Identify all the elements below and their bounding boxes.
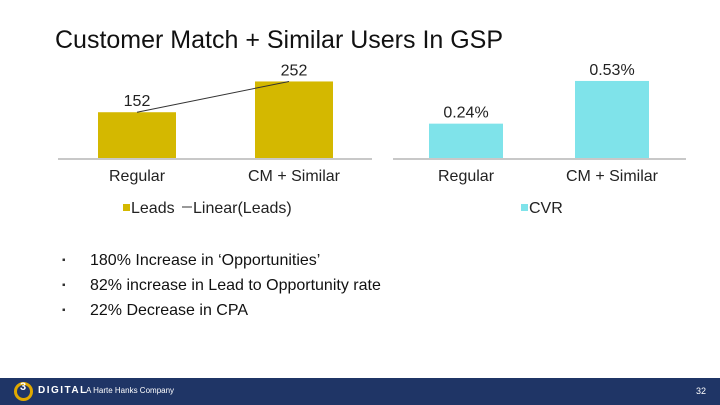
- logo-ring-icon: [14, 382, 33, 401]
- footer-bar: 3 DIGITAL A Harte Hanks Company 32: [0, 378, 720, 405]
- cvr-data-label: 0.53%: [589, 62, 634, 79]
- leads-legend-swatch: [123, 204, 130, 211]
- bullet-item: ▪ 82% increase in Lead to Opportunity rat…: [62, 273, 381, 298]
- bullet-item: ▪ 22% Decrease in CPA: [62, 298, 381, 323]
- leads-trend-line: [136, 80, 290, 113]
- cvr-legend-swatch: [521, 204, 528, 211]
- cvr-legend-label: CVR: [529, 200, 563, 217]
- cvr-bar: [429, 123, 503, 159]
- leads-bar: [98, 112, 176, 159]
- leads-bar: [255, 81, 333, 159]
- leads-chart: 152 Regular 252 CM + Similar Leads Linear(Lea…: [58, 62, 372, 217]
- bullet-glyph: ▪: [62, 280, 66, 291]
- page-number: 32: [695, 386, 706, 396]
- bullet-list: ▪ 180% Increase in ‘Opportunities’ ▪ 82% i…: [62, 248, 381, 323]
- bullet-text: 82% increase in Lead to Opportunity rate: [90, 277, 381, 294]
- charts-area: 152 Regular 252 CM + Similar Leads Linear(Lea…: [58, 62, 686, 217]
- leads-data-label: 252: [281, 62, 308, 79]
- leads-category-label: CM + Similar: [248, 168, 341, 185]
- cvr-data-label: 0.24%: [443, 105, 488, 122]
- bullet-text: 22% Decrease in CPA: [90, 302, 248, 319]
- bullet-glyph: ▪: [62, 255, 66, 266]
- cvr-bar: [575, 80, 649, 159]
- leads-category-label: Regular: [109, 168, 166, 185]
- brand-tagline: A Harte Hanks Company: [86, 386, 175, 395]
- bullet-glyph: ▪: [62, 305, 66, 316]
- leads-data-label: 152: [124, 93, 151, 110]
- page-title: Customer Match + Similar Users In GSP: [55, 26, 504, 54]
- leads-legend-label: Leads: [131, 200, 175, 217]
- leads-legend-label: Linear(Leads): [193, 200, 292, 217]
- bullet-text: 180% Increase in ‘Opportunities’: [90, 252, 321, 269]
- brand-name: DIGITAL: [38, 385, 88, 396]
- cvr-category-label: Regular: [438, 168, 495, 185]
- logo-mark: 3: [19, 381, 27, 393]
- bullet-item: ▪ 180% Increase in ‘Opportunities’: [62, 248, 381, 273]
- cvr-category-label: CM + Similar: [566, 168, 659, 185]
